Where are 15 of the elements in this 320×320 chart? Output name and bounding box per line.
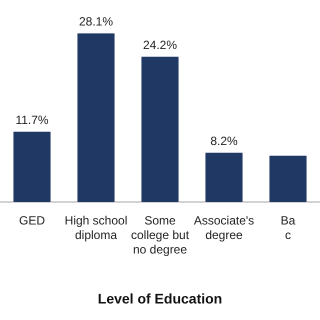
x-tick-label: GED xyxy=(18,214,46,228)
x-tick-label: Ba c xyxy=(280,214,296,242)
data-label: 11.7% xyxy=(15,113,49,128)
bar xyxy=(141,56,179,202)
data-label: 28.1% xyxy=(78,14,114,29)
bar xyxy=(13,132,51,202)
bar xyxy=(269,156,307,202)
bar xyxy=(77,33,115,202)
x-tick-label: Some college but no degree xyxy=(130,214,190,256)
data-label: 24.2% xyxy=(142,38,178,52)
data-label: 8.2% xyxy=(210,134,238,148)
bar xyxy=(205,152,243,202)
x-tick-label: High school diploma xyxy=(64,214,128,242)
x-axis-title: Level of Education xyxy=(98,290,222,306)
x-tick-label: Associate's degree xyxy=(194,214,254,242)
